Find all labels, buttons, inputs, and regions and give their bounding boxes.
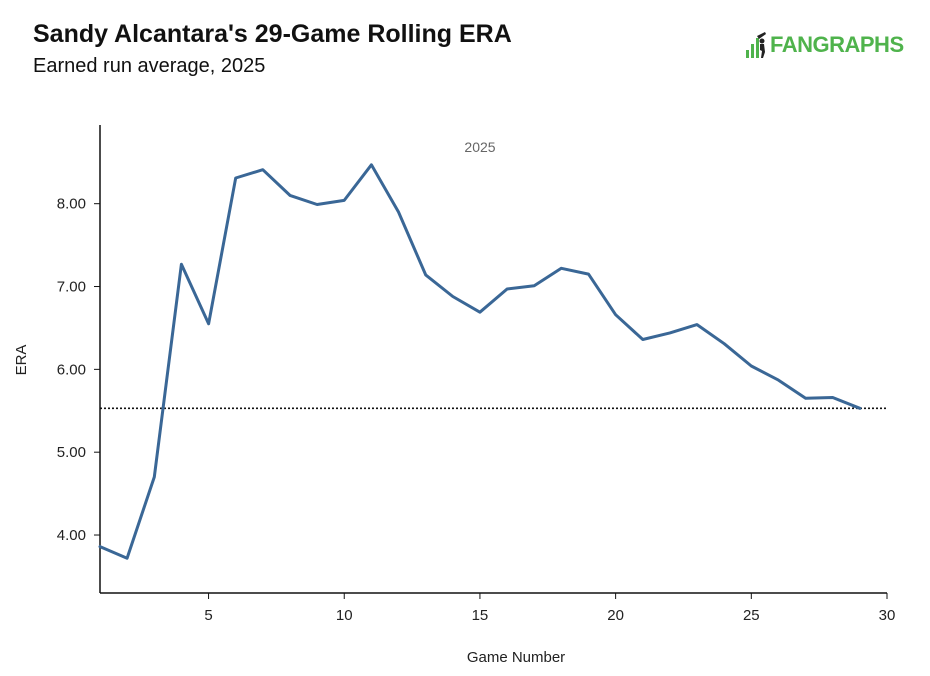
x-tick-label: 25 (743, 607, 760, 624)
y-tick-label: 8.00 (57, 196, 86, 213)
y-tick-label: 5.00 (57, 444, 86, 461)
chart-subtitle: Earned run average, 2025 (33, 55, 266, 77)
y-tick-label: 7.00 (57, 279, 86, 296)
batter-logo-icon (746, 32, 766, 58)
y-tick-label: 4.00 (57, 527, 86, 544)
y-tick-label: 6.00 (57, 361, 86, 378)
chart-title: Sandy Alcantara's 29-Game Rolling ERA (33, 20, 512, 48)
x-tick-label: 15 (472, 607, 489, 624)
x-tick-label: 5 (204, 607, 212, 624)
x-axis-title: Game Number (467, 649, 565, 666)
x-tick-label: 30 (879, 607, 896, 624)
logo-text: FANGRAPHS (770, 32, 904, 57)
y-axis: 4.00 5.00 6.00 7.00 8.00 (57, 125, 101, 593)
x-axis: 5 10 15 20 25 30 (100, 592, 896, 624)
panel-label: 2025 (464, 139, 495, 155)
era-series-line (98, 163, 862, 560)
fangraphs-logo: FANGRAPHS (745, 30, 904, 60)
plot-area (98, 163, 887, 560)
y-axis-title: ERA (13, 345, 30, 376)
x-tick-label: 20 (607, 607, 624, 624)
x-tick-label: 10 (336, 607, 353, 624)
